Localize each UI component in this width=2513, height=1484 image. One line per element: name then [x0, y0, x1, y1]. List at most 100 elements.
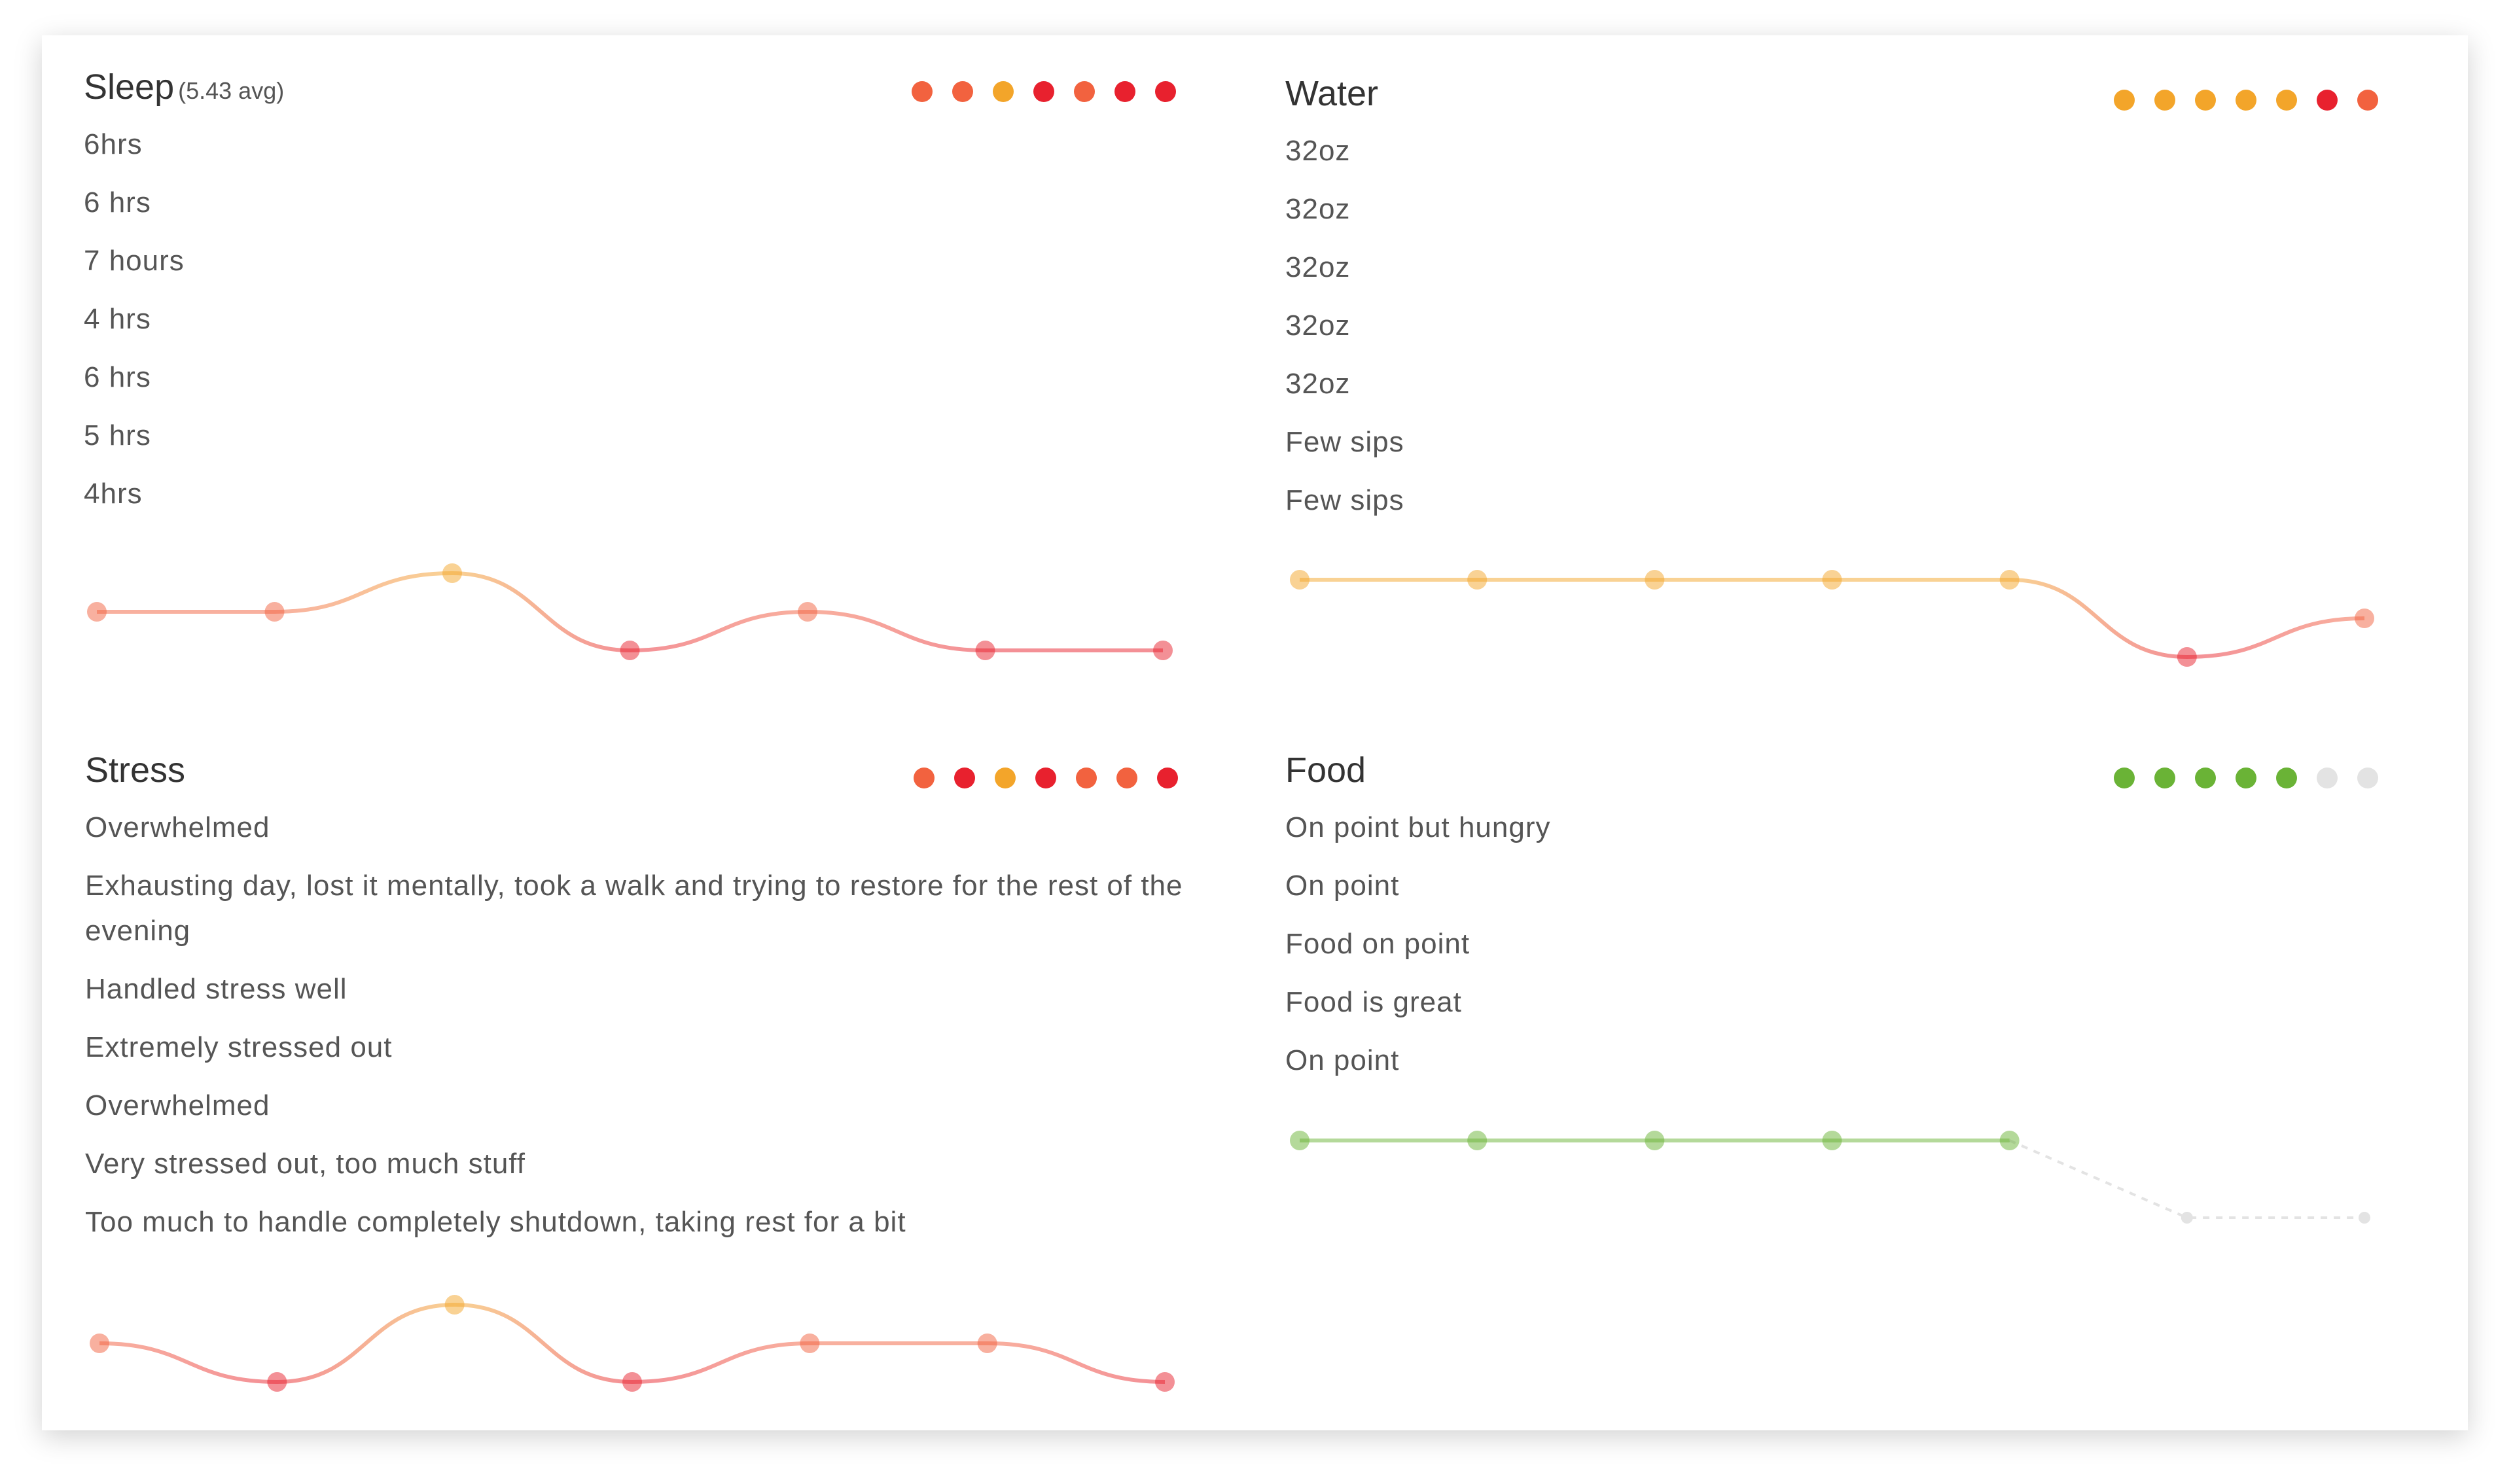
status-dot [1116, 768, 1137, 788]
spark-point [622, 1372, 642, 1392]
entry: On point but hungry [1285, 811, 1551, 843]
status-dot [2114, 768, 2135, 788]
entry: 4 hrs [84, 303, 151, 335]
status-dot [2236, 90, 2256, 111]
entry: Exhausting day, lost it mentally, took a… [85, 870, 1183, 947]
status-dot [993, 81, 1014, 102]
spark-point [1645, 570, 1665, 590]
entry: Few sips [1285, 426, 1404, 458]
spark-point [442, 563, 462, 583]
entry: 5 hrs [84, 419, 151, 451]
panel-title: Stress [85, 749, 1198, 792]
status-dot [2154, 768, 2175, 788]
entry: 32oz [1285, 193, 1351, 225]
entry: 32oz [1285, 368, 1351, 400]
status-dot [1155, 81, 1176, 102]
entry: Extremely stressed out [85, 1031, 393, 1063]
status-dot [912, 81, 933, 102]
spark-point [1290, 570, 1310, 590]
status-dot [995, 768, 1016, 788]
entry: Too much to handle completely shutdown, … [85, 1206, 906, 1238]
status-dot [2236, 768, 2256, 788]
spark-point [444, 1295, 465, 1315]
spark-point [1822, 570, 1842, 590]
spark-point [975, 641, 995, 660]
spark-point [798, 602, 817, 622]
entry: 6hrs [84, 128, 143, 160]
entry: Handled stress well [85, 973, 348, 1005]
entry: 32oz [1285, 251, 1351, 283]
status-dot [2357, 90, 2378, 111]
empty-dot [2317, 768, 2338, 788]
spark-point [90, 1334, 109, 1353]
spark-point [1999, 1131, 2020, 1150]
entry: 7 hours [84, 245, 185, 277]
entry: 6 hrs [84, 186, 151, 219]
panel: Food On point but hungry On point Food on p… [1285, 749, 2398, 1083]
spark-point [977, 1334, 997, 1353]
entry: Overwhelmed [85, 811, 270, 843]
spark-point [1645, 1131, 1665, 1150]
panel: Water 32oz 32oz 32oz 32oz 32oz Few sips Few sip… [1285, 72, 2398, 523]
spark-point [264, 602, 285, 622]
spark-point [620, 641, 640, 660]
sparkline [97, 571, 1164, 653]
entry: Overwhelmed [85, 1089, 270, 1122]
missing-point [2181, 1212, 2193, 1224]
status-dot [2154, 90, 2175, 111]
panel: Sleep (5.43 avg) 6hrs 6 hrs 7 hours 4 hrs 6 hr… [84, 65, 1196, 516]
entry: 4hrs [84, 478, 143, 510]
spark-point [87, 602, 107, 622]
spark-point [2177, 647, 2197, 667]
spark-point [1999, 570, 2020, 590]
spark-point [1467, 1131, 1488, 1150]
status-dot [914, 768, 935, 788]
spark-point [2355, 609, 2374, 628]
missing-connector [2008, 1139, 2364, 1219]
title-text: Water [1285, 74, 1379, 113]
spark-point [1467, 570, 1488, 590]
status-dot [2195, 90, 2216, 111]
status-dot [1114, 81, 1135, 102]
entry: Few sips [1285, 484, 1404, 516]
entry: 32oz [1285, 135, 1351, 167]
status-dot [2276, 90, 2297, 111]
average: (5.43 avg) [178, 77, 285, 104]
panel-title: Water [1285, 72, 2398, 115]
spark-point [1155, 1372, 1175, 1392]
spark-point [1822, 1131, 1842, 1150]
spark-point [1153, 641, 1173, 660]
panel-title: Food [1285, 749, 2398, 792]
status-dot [954, 768, 975, 788]
empty-dot [2357, 768, 2378, 788]
entry: Food is great [1285, 986, 1462, 1018]
title-text: Stress [85, 751, 186, 790]
spark-point [267, 1372, 287, 1392]
panel: Stress Overwhelmed Exhausting day, lost it… [85, 749, 1198, 1245]
entry: 6 hrs [84, 361, 151, 393]
status-dot [952, 81, 973, 102]
status-dot [1157, 768, 1178, 788]
status-dot [1033, 81, 1054, 102]
status-dot [2114, 90, 2135, 111]
status-dot [2276, 768, 2297, 788]
spark-point [800, 1334, 820, 1353]
status-dot [2317, 90, 2338, 111]
sparkline [1300, 577, 2365, 660]
panel-title: Sleep (5.43 avg) [84, 65, 1196, 109]
entry: On point [1285, 870, 1400, 902]
status-dot [1035, 768, 1056, 788]
status-dot [2195, 768, 2216, 788]
missing-point [2359, 1212, 2370, 1224]
card [42, 35, 2468, 1430]
status-dot [1074, 81, 1095, 102]
entry: Very stressed out, too much stuff [85, 1148, 526, 1180]
entry: 32oz [1285, 309, 1351, 342]
title-text: Food [1285, 751, 1366, 790]
sparkline [99, 1302, 1166, 1385]
status-dot [1076, 768, 1097, 788]
title-text: Sleep [84, 67, 175, 107]
spark-point [1290, 1131, 1310, 1150]
